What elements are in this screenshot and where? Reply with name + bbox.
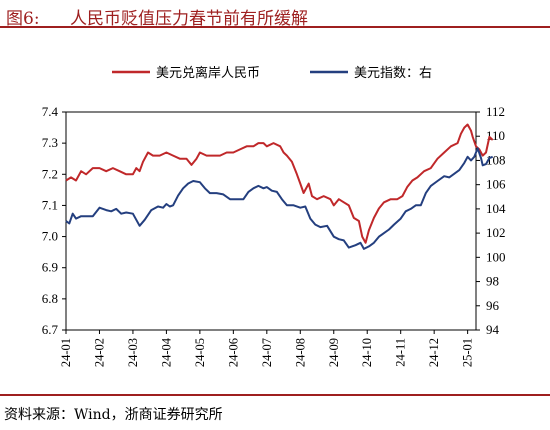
y-left-tick-label: 7.2 bbox=[42, 166, 58, 181]
y-right-tick-label: 102 bbox=[486, 225, 506, 240]
y-left-tick-label: 7.4 bbox=[42, 104, 59, 119]
legend-label-dxy: 美元指数：右 bbox=[354, 66, 432, 81]
figure-title: 人民币贬值压力春节前有所缓解 bbox=[70, 9, 308, 29]
y-left-tick-label: 7.3 bbox=[42, 135, 58, 150]
y-right-tick-label: 94 bbox=[486, 322, 500, 337]
y-right-tick-label: 108 bbox=[486, 152, 506, 167]
y-left-tick-label: 6.7 bbox=[42, 322, 59, 337]
y-right-tick-label: 104 bbox=[486, 201, 506, 216]
y-left-tick-label: 7.0 bbox=[42, 229, 58, 244]
x-tick-label: 24-03 bbox=[126, 338, 140, 367]
x-tick-label: 24-07 bbox=[260, 338, 274, 367]
y-right-tick-label: 98 bbox=[486, 274, 499, 289]
figure-title-bar: 图6: 人民币贬值压力春节前有所缓解 bbox=[0, 0, 550, 29]
dual-axis-line-chart: 6.7 6.8 6.9 7.0 7.1 7.2 7.3 7.4 94 96 98 100 102 104 1… bbox=[42, 65, 506, 367]
x-tick-label: 24-05 bbox=[193, 338, 207, 367]
y-right-tick-label: 96 bbox=[486, 298, 500, 313]
x-tick-label: 25-01 bbox=[461, 338, 475, 367]
x-tick-label: 24-04 bbox=[159, 337, 173, 367]
y-right-tick-label: 100 bbox=[486, 249, 506, 264]
y-left-tick-label: 6.9 bbox=[42, 260, 58, 275]
y-right-tick-label: 112 bbox=[486, 104, 505, 119]
x-tick-label: 24-08 bbox=[293, 338, 307, 367]
x-tick-label: 24-09 bbox=[327, 338, 341, 367]
y-left-tick-label: 7.1 bbox=[42, 197, 58, 212]
x-tick-label: 24-02 bbox=[92, 338, 106, 367]
y-left-tick-label: 6.8 bbox=[42, 291, 58, 306]
figure-number: 图6: bbox=[6, 9, 40, 29]
legend-label-usdcnh: 美元兑离岸人民币 bbox=[156, 65, 260, 81]
source-note: 资料来源：Wind，浙商证券研究所 bbox=[0, 394, 550, 430]
x-tick-label: 24-12 bbox=[427, 338, 441, 367]
y-right-tick-label: 106 bbox=[486, 177, 506, 192]
x-tick-label: 24-10 bbox=[360, 338, 374, 367]
series-line-dxy bbox=[65, 147, 494, 250]
x-tick-label: 24-06 bbox=[226, 338, 240, 367]
series-line-usdcnh bbox=[65, 123, 494, 244]
x-tick-label: 24-01 bbox=[59, 338, 73, 367]
x-tick-label: 24-11 bbox=[394, 338, 408, 367]
